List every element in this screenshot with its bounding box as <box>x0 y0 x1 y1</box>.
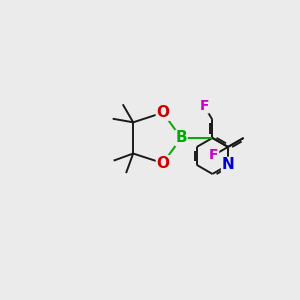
Text: O: O <box>156 156 170 171</box>
Text: O: O <box>156 105 170 120</box>
Text: B: B <box>176 130 187 146</box>
Text: F: F <box>209 148 219 162</box>
Text: N: N <box>222 158 234 172</box>
Text: F: F <box>200 99 209 113</box>
